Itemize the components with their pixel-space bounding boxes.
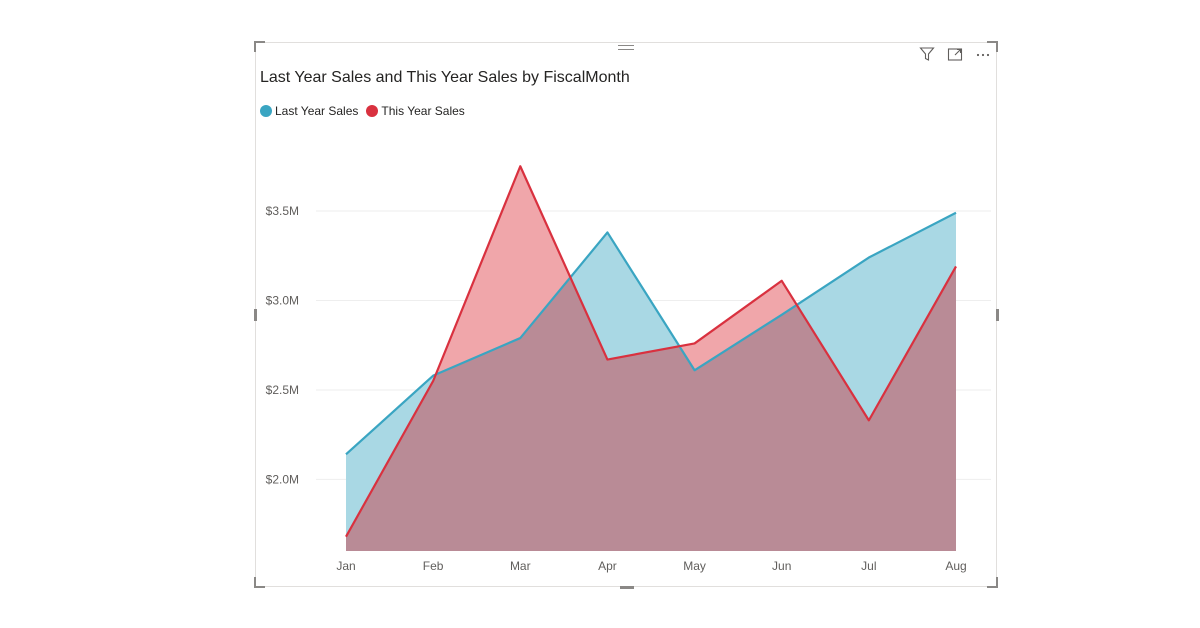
x-tick-label-jul: Jul <box>861 559 876 573</box>
point-last-year-sales-aug[interactable] <box>952 209 960 217</box>
y-tick-label-3-5m: $3.5M <box>266 204 299 218</box>
resize-handle-top-left[interactable] <box>254 41 265 52</box>
legend-marker-last-year-sales <box>260 105 272 117</box>
x-tick-label-feb: Feb <box>423 559 444 573</box>
y-tick-label-2-5m: $2.5M <box>266 383 299 397</box>
resize-handle-bottom-right[interactable] <box>987 577 998 588</box>
chart-title: Last Year Sales and This Year Sales by F… <box>260 69 630 86</box>
point-this-year-sales-feb[interactable] <box>429 377 437 385</box>
x-axis: Jan Feb Mar Apr May Jun Jul Aug <box>336 559 966 573</box>
line-last-year-sales[interactable] <box>345 211 957 456</box>
drag-grip-icon[interactable] <box>618 45 634 55</box>
legend-label-this-year-sales: This Year Sales <box>381 104 465 118</box>
point-this-year-sales-may[interactable] <box>691 339 699 347</box>
x-tick-label-may: May <box>683 559 706 573</box>
resize-handle-top-right[interactable] <box>987 41 998 52</box>
point-last-year-sales-jun[interactable] <box>778 311 786 319</box>
resize-handle-bottom[interactable] <box>620 586 634 589</box>
resize-handle-bottom-left[interactable] <box>254 577 265 588</box>
more-options-icon[interactable] <box>974 45 992 63</box>
x-tick-label-mar: Mar <box>510 559 531 573</box>
x-tick-label-jan: Jan <box>336 559 355 573</box>
line-chart-visual[interactable]: Last Year Sales and This Year Sales by F… <box>254 41 999 589</box>
series-lines <box>342 162 960 541</box>
chart-legend: Last Year Sales This Year Sales <box>260 104 465 118</box>
point-last-year-sales-jul[interactable] <box>865 254 873 262</box>
point-this-year-sales-jan[interactable] <box>342 533 350 541</box>
legend-item-this-year-sales[interactable]: This Year Sales <box>366 104 465 118</box>
x-tick-label-jun: Jun <box>772 559 791 573</box>
legend-item-last-year-sales[interactable]: Last Year Sales <box>260 104 358 118</box>
chart-plot: $2.0M$2.5M$3.0M$3.5M Jan Feb Mar Apr May Jun J… <box>266 162 991 573</box>
y-tick-label-2-0m: $2.0M <box>266 472 299 486</box>
point-last-year-sales-mar[interactable] <box>516 334 524 342</box>
series-areas <box>346 166 956 551</box>
resize-handle-right[interactable] <box>996 309 999 321</box>
point-this-year-sales-jun[interactable] <box>778 277 786 285</box>
point-last-year-sales-apr[interactable] <box>603 228 611 236</box>
point-this-year-sales-apr[interactable] <box>603 356 611 364</box>
point-this-year-sales-jul[interactable] <box>865 416 873 424</box>
focus-mode-icon[interactable] <box>946 45 964 63</box>
y-axis: $2.0M $2.5M $3.0M $3.5M <box>266 204 299 486</box>
y-tick-label-3-0m: $3.0M <box>266 293 299 307</box>
line-this-year-sales[interactable] <box>345 165 957 538</box>
point-last-year-sales-jan[interactable] <box>342 450 350 458</box>
point-this-year-sales-mar[interactable] <box>516 162 524 170</box>
x-tick-label-aug: Aug <box>945 559 966 573</box>
x-tick-label-apr: Apr <box>598 559 617 573</box>
filter-icon[interactable] <box>918 45 936 63</box>
legend-marker-this-year-sales <box>366 105 379 117</box>
legend-label-last-year-sales: Last Year Sales <box>275 104 359 118</box>
point-last-year-sales-may[interactable] <box>691 366 699 374</box>
resize-handle-left[interactable] <box>254 309 257 321</box>
point-this-year-sales-aug[interactable] <box>952 262 960 270</box>
